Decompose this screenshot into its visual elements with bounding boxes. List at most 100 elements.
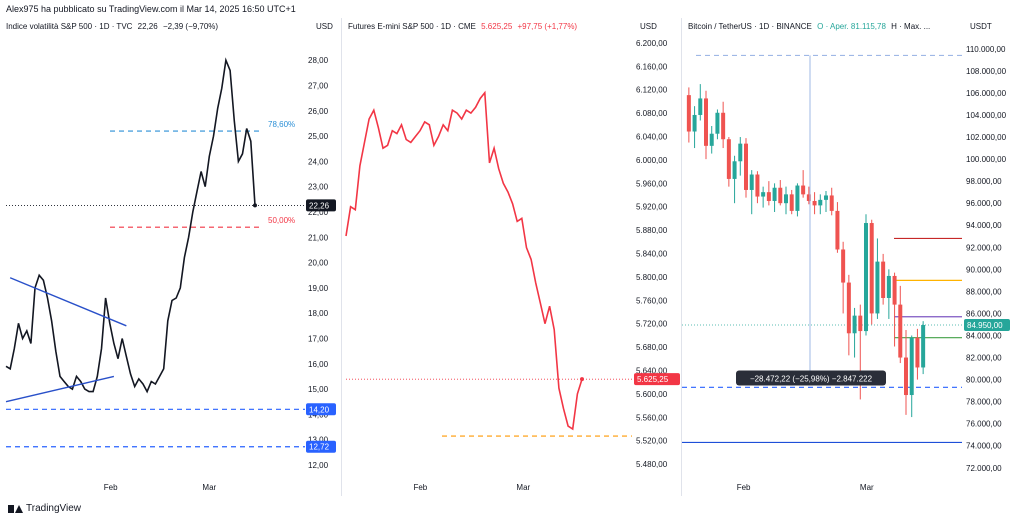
y-tick-label: 92.000,00 [966, 243, 1002, 252]
btc-panel[interactable]: Bitcoin / TetherUS · 1D · BINANCE O · Ap… [682, 18, 1024, 496]
y-tick-label: 5.640,00 [636, 367, 668, 376]
y-tick-label: 6.040,00 [636, 133, 668, 142]
fib-label: 78,60% [268, 120, 295, 129]
candle-body [772, 187, 777, 201]
candle-body [715, 112, 720, 134]
last-value-label: 84.950,00 [967, 321, 1003, 330]
y-tick-label: 90.000,00 [966, 265, 1002, 274]
btc-open: O · Aper. 81.115,78 [817, 22, 886, 31]
y-tick-label: 106.000,00 [966, 89, 1007, 98]
candle-body [738, 143, 743, 162]
candle-body [761, 192, 766, 197]
last-value-label: 22,26 [309, 201, 330, 210]
y-tick-label: 20,00 [308, 259, 329, 268]
y-tick-label: 82.000,00 [966, 354, 1002, 363]
candle-body [909, 337, 914, 396]
vix-title-text: Indice volatilità S&P 500 · 1D · TVC [6, 22, 133, 31]
price-label: 12,72 [309, 443, 330, 452]
y-tick-label: 5.600,00 [636, 390, 668, 399]
y-tick-label: 12,00 [308, 461, 329, 470]
candle-body [686, 95, 691, 132]
vix-title: Indice volatilità S&P 500 · 1D · TVC 22,… [6, 22, 218, 31]
publish-header: Alex975 ha pubblicato su TradingView.com… [6, 4, 296, 14]
candle-body [778, 187, 783, 204]
vix-chart[interactable]: 28,00 27,00 26,00 25,00 24,00 23,00 22,00 21,00… [0, 18, 340, 496]
es-panel[interactable]: Futures E-mini S&P 500 · 1D · CME 5.625,… [342, 18, 680, 496]
y-tick-label: 76.000,00 [966, 420, 1002, 429]
candle-body [829, 195, 834, 211]
x-tick-label: Feb [413, 483, 427, 492]
candle-body [824, 195, 828, 200]
last-value-bg [634, 373, 680, 386]
es-change: +97,75 (+1,77%) [517, 22, 578, 31]
series-line [5, 57, 256, 394]
y-tick-label: 6.160,00 [636, 62, 668, 71]
y-tick-label: 98.000,00 [966, 177, 1002, 186]
x-tick-label: Feb [737, 483, 751, 492]
series-line [345, 90, 583, 431]
price-label-bg [306, 403, 336, 416]
candle-body [869, 223, 874, 314]
y-tick-label: 88.000,00 [966, 287, 1002, 296]
y-tick-label: 26,00 [308, 107, 329, 116]
y-tick-label: 108.000,00 [966, 67, 1007, 76]
vix-last: 22,26 [137, 22, 158, 31]
y-tick-label: 84.000,00 [966, 331, 1002, 340]
btc-currency: USDT [970, 22, 992, 31]
y-tick-label: 13,00 [308, 436, 329, 445]
fib-label: 50,00% [268, 216, 295, 225]
candle-body [726, 139, 731, 179]
y-tick-label: 5.800,00 [636, 273, 668, 282]
y-tick-label: 5.520,00 [636, 437, 668, 446]
candle-body [721, 112, 726, 140]
candle-body [818, 199, 823, 206]
price-label: 14,20 [309, 405, 330, 414]
y-tick-label: 6.000,00 [636, 156, 668, 165]
y-tick-label: 86.000,00 [966, 309, 1002, 318]
y-tick-label: 5.720,00 [636, 320, 668, 329]
y-tick-label: 5.680,00 [636, 343, 668, 352]
candle-body [858, 315, 863, 332]
candle-body [698, 98, 703, 115]
y-tick-label: 80.000,00 [966, 376, 1002, 385]
y-tick-label: 25,00 [308, 132, 329, 141]
es-title-text: Futures E-mini S&P 500 · 1D · CME [348, 22, 476, 31]
candle-body [841, 249, 846, 283]
candle-body [921, 325, 926, 368]
btc-high: H · Max. ... [891, 22, 931, 31]
candle-body [835, 210, 840, 250]
vix-currency: USD [316, 22, 333, 31]
candle-body [795, 185, 800, 211]
btc-chart[interactable]: 110.000,00 108.000,00 106.000,00 104.000,00… [682, 18, 1024, 496]
y-tick-label: 78.000,00 [966, 398, 1002, 407]
candle-body [812, 200, 817, 206]
y-tick-label: 5.760,00 [636, 296, 668, 305]
candle-body [852, 315, 857, 334]
y-tick-label: 17,00 [308, 334, 329, 343]
measure-box [736, 370, 886, 386]
y-tick-label: 28,00 [308, 56, 329, 65]
footer-brand: TradingView [26, 503, 82, 514]
footer[interactable]: TradingView [8, 503, 81, 514]
panel-divider [681, 18, 682, 496]
y-tick-label: 94.000,00 [966, 221, 1002, 230]
candle-body [806, 194, 811, 201]
last-value-bg [306, 199, 336, 212]
candle-body [749, 174, 754, 190]
y-tick-label: 72.000,00 [966, 464, 1002, 473]
y-tick-label: 5.880,00 [636, 226, 668, 235]
y-tick-label: 102.000,00 [966, 133, 1007, 142]
vix-panel[interactable]: Indice volatilità S&P 500 · 1D · TVC 22,… [0, 18, 340, 496]
candle-body [784, 194, 788, 204]
y-tick-label: 6.120,00 [636, 86, 668, 95]
y-tick-label: 16,00 [308, 360, 329, 369]
es-last: 5.625,25 [481, 22, 513, 31]
candle-body [789, 194, 794, 211]
price-label-bg [306, 440, 336, 453]
trendline [5, 375, 115, 403]
btc-title-text: Bitcoin / TetherUS · 1D · BINANCE [688, 22, 812, 31]
y-tick-label: 5.560,00 [636, 413, 668, 422]
measure-label: −28.472,22 (−25,98%) −2.847.222 [750, 374, 873, 383]
candle-body [881, 261, 886, 298]
es-chart[interactable]: 6.200,00 6.160,00 6.120,00 6.080,00 6.040,00… [342, 18, 680, 496]
